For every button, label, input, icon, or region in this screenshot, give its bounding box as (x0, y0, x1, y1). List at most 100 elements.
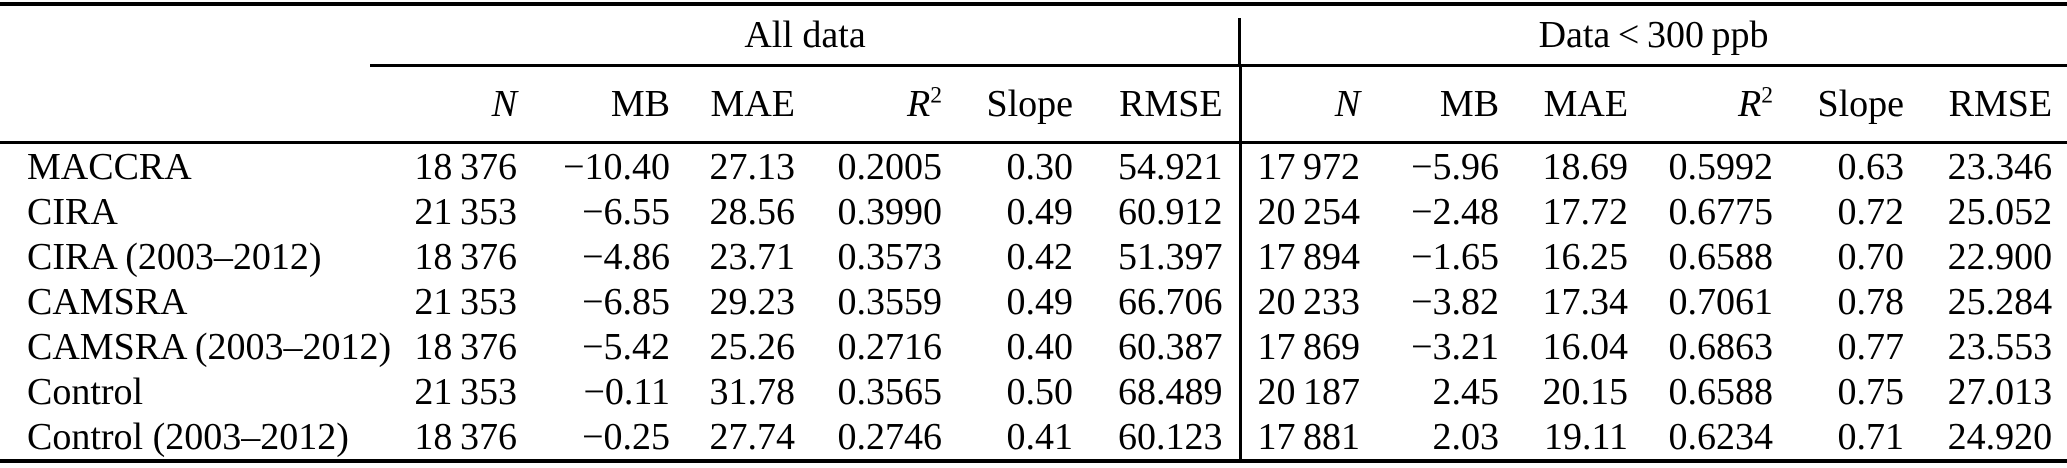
cell-alldata-mae: 27.13 (709, 145, 796, 188)
cell-lt300-mae: 17.72 (1542, 190, 1629, 233)
cell-alldata-mae: 25.26 (709, 325, 796, 368)
cell-lt300-r2: 0.6775 (1668, 190, 1774, 233)
cell-alldata-mb: −10.40 (563, 145, 670, 188)
cell-lt300-n: 17 881 (1238, 414, 1361, 461)
cell-alldata-slope: 0.30 (1006, 145, 1074, 188)
cell-alldata-rmse: 60.387 (1118, 325, 1223, 368)
cell-lt300-n: 17 869 (1238, 324, 1361, 369)
cell-alldata-mb: −6.55 (582, 190, 670, 233)
cell-lt300-mae: 18.69 (1542, 145, 1629, 188)
cell-alldata-slope: 0.41 (1006, 415, 1074, 458)
cell-lt300-r2: 0.6863 (1668, 325, 1774, 368)
cell-lt300-n: 17 894 (1238, 234, 1361, 279)
cell-lt300-slope: 0.71 (1837, 415, 1905, 458)
col-header-rmse-alldata-label: RMSE (1119, 83, 1223, 125)
cell-lt300-mae: 16.25 (1542, 235, 1629, 278)
row-label: CIRA (27, 190, 118, 233)
cell-lt300-r2: 0.7061 (1668, 280, 1774, 323)
cell-lt300-mb: 2.45 (1432, 370, 1500, 413)
col-header-n-alldata-label: N (491, 83, 517, 125)
cell-lt300-n: 17 972 (1238, 142, 1361, 189)
cell-alldata-r2: 0.2746 (837, 415, 943, 458)
table-row: Control (2003–2012) 18 376 −0.25 27.74 0.274… (0, 414, 2067, 461)
col-header-n-lt300-label: N (1334, 83, 1361, 125)
cell-lt300-n: 20 187 (1238, 369, 1361, 414)
cell-alldata-mae: 31.78 (709, 370, 796, 413)
cell-alldata-mb: −5.42 (582, 325, 670, 368)
col-header-r2-alldata-base: R (907, 83, 931, 125)
cell-lt300-n: 20 254 (1238, 189, 1361, 234)
cell-lt300-mae: 19.11 (1543, 415, 1629, 458)
col-header-slope-alldata-label: Slope (986, 83, 1073, 125)
cell-lt300-slope: 0.78 (1837, 280, 1905, 323)
cell-lt300-mb: −3.21 (1411, 325, 1500, 368)
col-header-slope-alldata: Slope (942, 65, 1073, 144)
cell-lt300-slope: 0.63 (1837, 145, 1905, 188)
group-header-data-lt-300ppb: Data < 300 ppb (1238, 4, 2067, 67)
row-label-header-cell (0, 65, 370, 144)
row-label: CAMSRA (2003–2012) (27, 325, 392, 368)
cell-alldata-n: 21 353 (414, 190, 517, 233)
col-header-mae-alldata: MAE (670, 65, 795, 144)
cell-alldata-rmse: 68.489 (1118, 370, 1223, 413)
cell-lt300-rmse: 27.013 (1947, 370, 2053, 413)
row-label: CIRA (2003–2012) (27, 235, 322, 278)
col-header-r2-alldata-sup: 2 (930, 82, 942, 109)
table-row: MACCRA 18 376 −10.40 27.13 0.2005 0.30 54.921 1… (0, 142, 2067, 189)
cell-alldata-rmse: 60.912 (1118, 190, 1223, 233)
row-label: MACCRA (27, 145, 192, 188)
cell-alldata-n: 18 376 (414, 325, 517, 368)
cell-alldata-mb: −4.86 (582, 235, 670, 278)
col-header-mb-lt300: MB (1360, 65, 1500, 144)
col-header-rmse-alldata: RMSE (1073, 65, 1241, 144)
cell-alldata-slope: 0.49 (1006, 280, 1074, 323)
col-header-mae-lt300: MAE (1499, 65, 1629, 144)
cell-lt300-rmse: 23.553 (1947, 325, 2053, 368)
col-header-mae-alldata-label: MAE (710, 83, 795, 125)
cell-alldata-n: 21 353 (414, 370, 517, 413)
cell-lt300-r2: 0.6588 (1668, 235, 1774, 278)
row-label: CAMSRA (27, 280, 188, 323)
cell-lt300-mb: −1.65 (1411, 235, 1500, 278)
cell-alldata-r2: 0.3559 (837, 280, 943, 323)
cell-alldata-mb: −0.11 (583, 370, 670, 413)
cell-alldata-rmse: 51.397 (1118, 235, 1223, 278)
cell-lt300-slope: 0.77 (1837, 325, 1905, 368)
cell-alldata-r2: 0.3565 (837, 370, 943, 413)
cell-alldata-n: 18 376 (414, 415, 517, 458)
row-label: Control (2003–2012) (27, 415, 349, 458)
cell-alldata-rmse: 54.921 (1118, 145, 1223, 188)
cell-alldata-rmse: 66.706 (1118, 280, 1223, 323)
cell-alldata-n: 21 353 (414, 280, 517, 323)
table-row: CAMSRA (2003–2012) 18 376 −5.42 25.26 0.2716… (0, 324, 2067, 369)
cell-lt300-rmse: 25.052 (1947, 190, 2053, 233)
cell-lt300-slope: 0.70 (1837, 235, 1905, 278)
table-row: CAMSRA 21 353 −6.85 29.23 0.3559 0.49 66.706 20… (0, 279, 2067, 324)
column-header-row: N MB MAE R2 Slope RMSE N MB MAE R2 Slope… (0, 65, 2067, 144)
col-header-mb-alldata-label: MB (610, 83, 670, 125)
group-header-all-data: All data (370, 4, 1241, 67)
cell-alldata-n: 18 376 (414, 235, 517, 278)
cell-lt300-r2: 0.6588 (1668, 370, 1774, 413)
cell-lt300-n: 20 233 (1238, 279, 1361, 324)
col-header-r2-lt300-base: R (1738, 83, 1762, 125)
col-header-mb-lt300-label: MB (1439, 83, 1500, 125)
cell-alldata-r2: 0.3573 (837, 235, 943, 278)
cell-alldata-slope: 0.42 (1006, 235, 1074, 278)
table-body: MACCRA 18 376 −10.40 27.13 0.2005 0.30 54.921 1… (0, 142, 2067, 461)
cell-lt300-mae: 16.04 (1542, 325, 1629, 368)
cell-lt300-slope: 0.75 (1837, 370, 1905, 413)
cell-alldata-r2: 0.2005 (837, 145, 943, 188)
row-label: Control (27, 370, 144, 413)
corner-empty-cell (0, 4, 370, 66)
col-header-n-alldata: N (370, 65, 517, 144)
col-header-rmse-lt300: RMSE (1904, 65, 2067, 144)
cell-alldata-mae: 23.71 (709, 235, 796, 278)
cell-lt300-mae: 20.15 (1542, 370, 1629, 413)
col-header-r2-lt300: R2 (1628, 65, 1774, 144)
cell-alldata-mae: 28.56 (709, 190, 796, 233)
col-header-slope-lt300-label: Slope (1817, 83, 1905, 125)
cell-alldata-n: 18 376 (414, 145, 517, 188)
cell-alldata-rmse: 60.123 (1118, 415, 1223, 458)
